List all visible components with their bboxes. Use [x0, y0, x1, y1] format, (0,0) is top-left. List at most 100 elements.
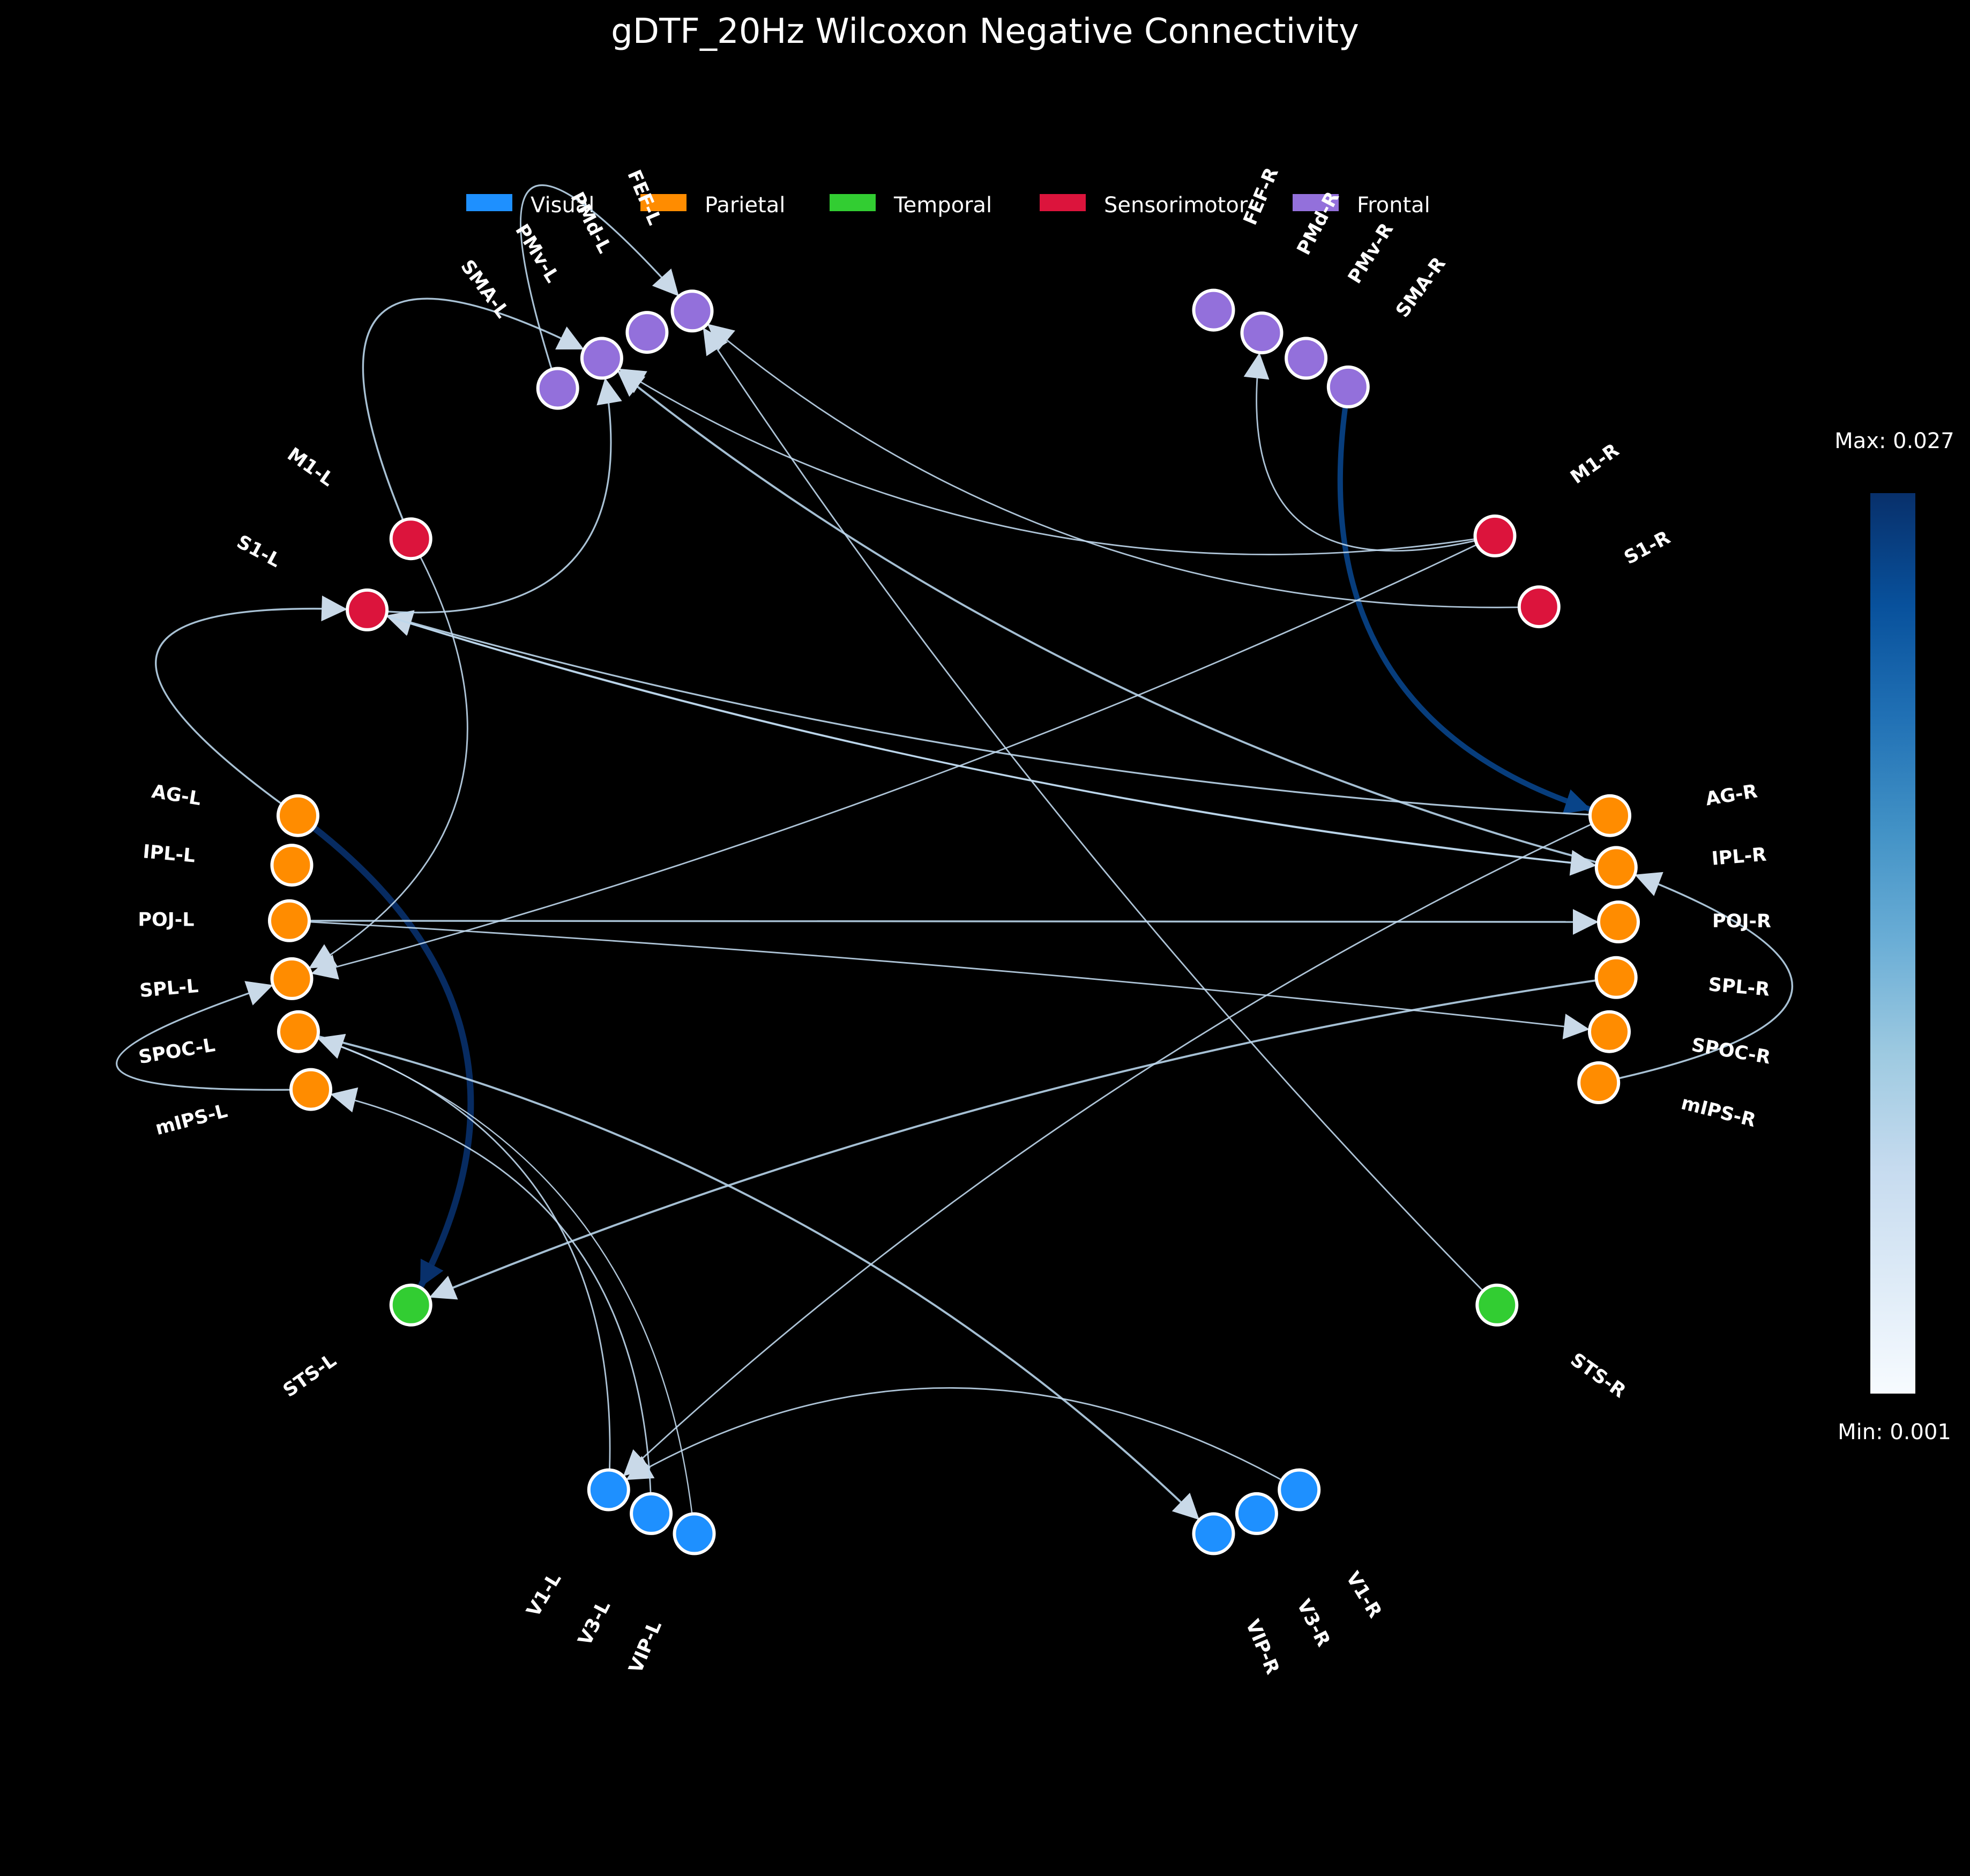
legend-swatch-visual	[466, 194, 512, 211]
edge-M1-L-to-PMv-L	[362, 297, 585, 539]
node-label-V3-L: V3-L	[574, 1597, 615, 1649]
legend-label-sensorimotor: Sensorimotor	[1104, 193, 1248, 218]
node-IPL-R	[1594, 846, 1638, 889]
node-label-SPOC-L: SPOC-L	[137, 1034, 217, 1068]
node-mIPS-R	[1577, 1061, 1621, 1104]
edge-line	[625, 1387, 1300, 1491]
edge-arrowhead	[330, 1087, 359, 1113]
node-PMd-L	[625, 311, 669, 354]
node-PMv-L	[580, 337, 623, 380]
node-SPOC-L	[277, 1010, 320, 1053]
node-SPL-R	[1594, 956, 1638, 999]
edge-IPL-R-to-PMv-L	[616, 369, 1617, 869]
edge-VIP-L-to-SPOC-L	[317, 1034, 695, 1534]
edge-line	[367, 609, 1597, 867]
node-label-S1-L: S1-L	[233, 531, 284, 572]
legend-label-frontal: Frontal	[1357, 193, 1430, 218]
edge-arrowhead	[707, 324, 735, 351]
node-POJ-L	[268, 899, 311, 942]
legend-swatch-frontal	[1293, 194, 1339, 211]
edge-STS-R-to-FEF-L	[702, 327, 1498, 1306]
node-V1-R	[1278, 1468, 1321, 1512]
node-S1-R	[1517, 585, 1561, 629]
edge-V1-R-to-V1-L	[625, 1387, 1300, 1491]
edge-arrowhead	[429, 1276, 458, 1300]
node-V3-R	[1235, 1492, 1278, 1535]
colorbar-max-label: Max: 0.027	[1834, 429, 1954, 453]
edge-IPL-R-to-S1-L	[385, 611, 1616, 869]
edge-line	[1598, 874, 1793, 1084]
edge-arrowhead	[317, 1034, 346, 1059]
node-label-M1-L: M1-L	[283, 444, 338, 491]
node-label-SMA-L: SMA-L	[456, 256, 513, 322]
edge-M1-R-to-PMv-L	[618, 368, 1495, 555]
node-label-IPL-L: IPL-L	[142, 841, 196, 867]
node-V3-L	[630, 1492, 673, 1535]
edge-POJ-L-to-SPOC-R	[289, 920, 1590, 1039]
edge-line	[362, 297, 585, 539]
node-IPL-L	[270, 844, 314, 887]
edge-mIPS-L-to-SPL-L	[116, 981, 311, 1091]
node-label-AG-R: AG-R	[1704, 780, 1759, 810]
edge-line	[317, 1037, 695, 1534]
node-SMA-R	[1326, 365, 1370, 408]
node-label-SPL-L: SPL-L	[139, 976, 199, 1002]
legend-swatch-sensorimotor	[1040, 194, 1086, 211]
edge-line	[330, 1093, 652, 1514]
edge-arrowhead	[1635, 872, 1663, 896]
edge-S1-L-to-PMv-L	[367, 377, 622, 614]
node-SPL-L	[270, 957, 314, 1000]
node-label-M1-R: M1-R	[1567, 440, 1623, 488]
node-label-V1-L: V1-L	[523, 1569, 565, 1620]
node-STS-R	[1475, 1283, 1519, 1327]
edge-arrowhead	[311, 955, 339, 980]
edge-line	[367, 377, 612, 614]
edge-layer	[116, 184, 1793, 1534]
node-label-mIPS-L: mIPS-L	[153, 1100, 230, 1140]
edge-arrowhead	[1573, 909, 1599, 935]
node-mIPS-L	[289, 1068, 332, 1111]
edge-SPL-R-to-STS-L	[429, 976, 1616, 1300]
edge-arrowhead	[386, 610, 415, 635]
edge-line	[298, 1030, 1200, 1521]
edge-line	[296, 813, 474, 1289]
edge-M1-R-to-PMd-R	[1243, 352, 1495, 552]
edge-line	[317, 1037, 611, 1490]
edge-arrowhead	[321, 595, 348, 622]
node-M1-R	[1473, 514, 1517, 557]
edge-arrowhead	[1171, 1493, 1199, 1520]
node-VIP-R	[1192, 1512, 1235, 1555]
node-layer	[268, 288, 1640, 1555]
edge-arrowhead	[703, 327, 728, 356]
legend: Visual Parietal Temporal Sensorimotor Fronta…	[466, 193, 1430, 218]
edge-AG-L-to-S1-L	[155, 595, 348, 817]
node-FEF-R	[1192, 288, 1235, 332]
node-VIP-L	[673, 1512, 716, 1555]
edge-line	[310, 535, 1496, 974]
edge-arrowhead	[420, 1259, 444, 1287]
node-label-IPL-R: IPL-R	[1711, 844, 1767, 869]
edge-arrowhead	[1243, 352, 1270, 380]
node-SMA-L	[536, 367, 579, 410]
edge-arrowhead	[244, 981, 273, 1006]
edge-S1-R-to-FEF-L	[706, 323, 1539, 608]
edge-line	[616, 369, 1617, 869]
edge-V3-L-to-mIPS-L	[330, 1087, 652, 1514]
edge-line	[289, 920, 1599, 923]
node-SPOC-R	[1588, 1010, 1631, 1053]
edge-M1-R-to-SPL-L	[310, 535, 1496, 980]
edge-S1-L-to-IPL-R	[367, 609, 1597, 876]
node-PMd-R	[1240, 311, 1284, 355]
edge-arrowhead	[625, 1456, 655, 1480]
node-POJ-R	[1597, 900, 1640, 943]
node-label-V1-R: V1-R	[1341, 1568, 1385, 1621]
edge-line	[116, 984, 311, 1091]
node-label-POJ-L: POJ-L	[138, 909, 194, 930]
edge-SMA-L-to-FEF-L	[519, 184, 680, 389]
edge-line	[622, 815, 1610, 1477]
node-AG-L	[277, 794, 319, 837]
chart-title: gDTF_20Hz Wilcoxon Negative Connectivity	[611, 12, 1359, 51]
edge-AG-R-to-V1-L	[622, 815, 1610, 1477]
edge-line	[618, 368, 1495, 555]
